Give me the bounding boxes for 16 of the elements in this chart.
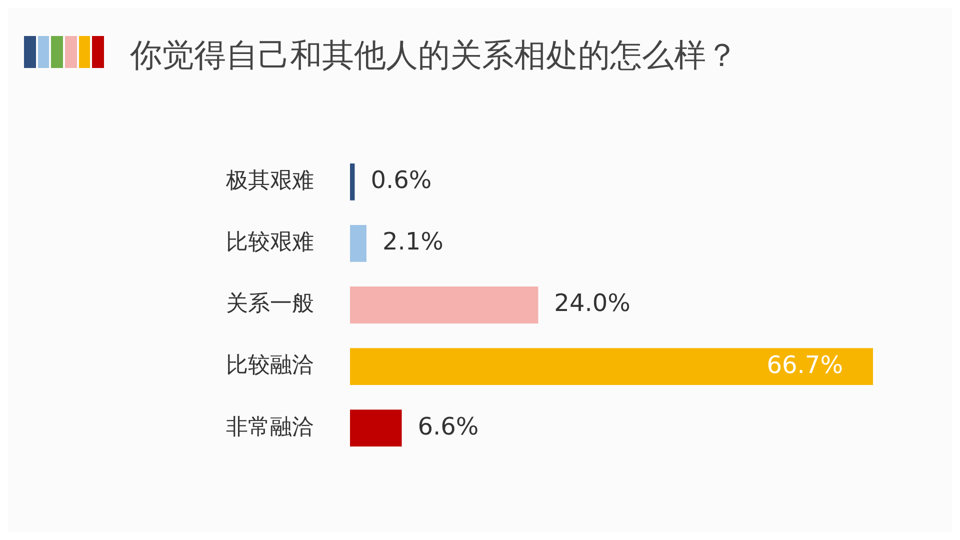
data-label: 66.7%	[766, 350, 843, 379]
data-label: 6.6%	[418, 412, 479, 440]
bar	[350, 286, 538, 324]
y-tick-label: 非常融洽	[226, 414, 314, 440]
y-tick-label: 极其艰难	[225, 168, 314, 194]
y-tick-label: 比较艰难	[226, 230, 314, 256]
data-label: 0.6%	[370, 166, 432, 194]
y-tick-label: 关系一般	[226, 292, 314, 317]
bar	[350, 164, 355, 200]
chart-title: 你觉得自己和其他人的关系相处的怎么样？	[130, 35, 738, 76]
bar	[350, 225, 366, 262]
data-label: 24.0%	[554, 289, 630, 318]
data-label: 2.1%	[382, 228, 444, 256]
y-tick-label: 比较融洽	[226, 353, 314, 378]
bar	[350, 348, 873, 385]
bar	[350, 410, 402, 446]
